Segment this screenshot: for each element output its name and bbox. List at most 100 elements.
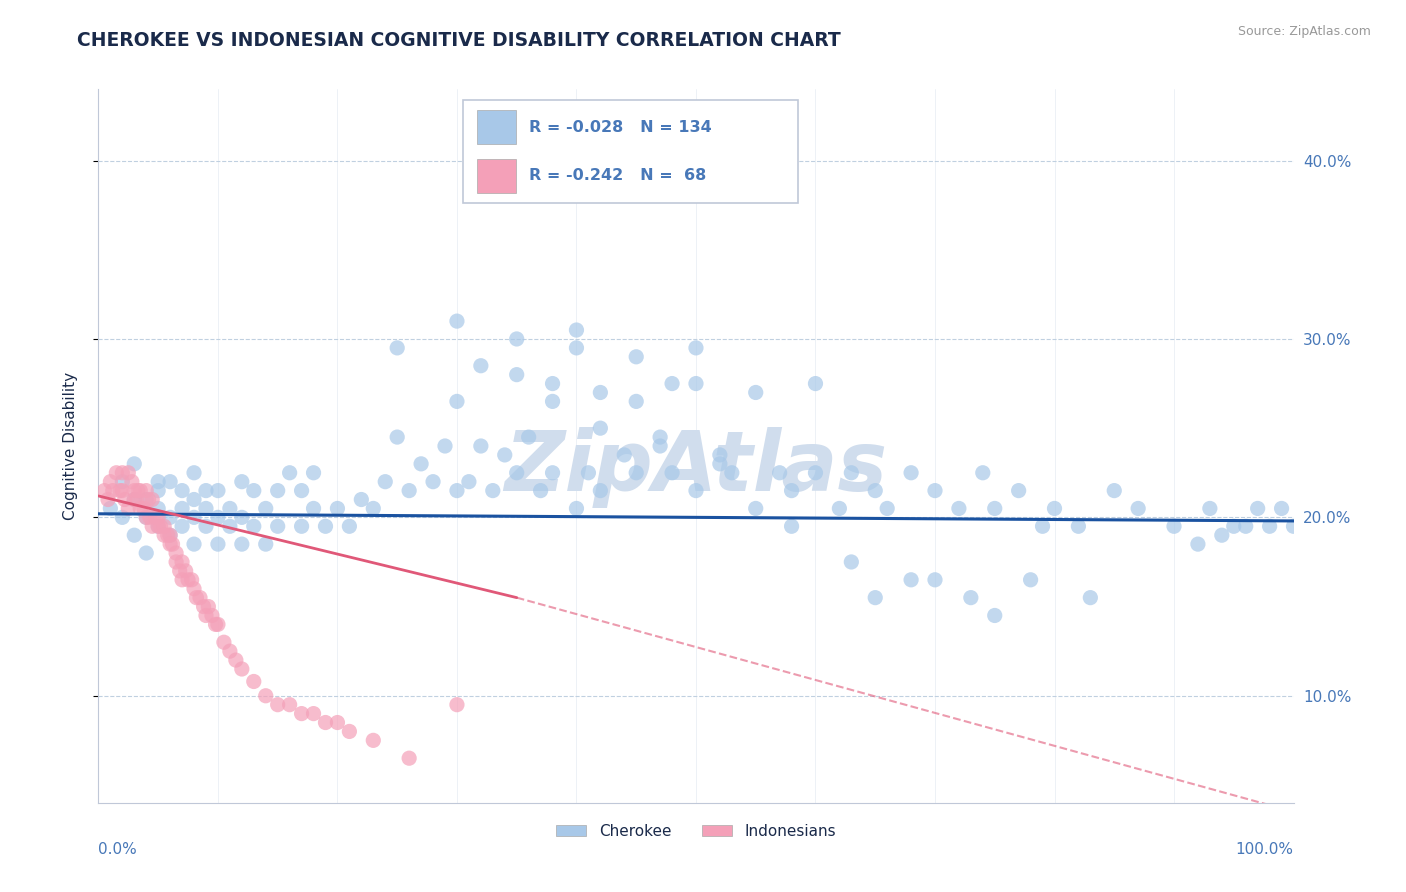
Point xyxy=(291,519,314,533)
Point xyxy=(180,573,202,587)
Point xyxy=(780,483,803,498)
Point xyxy=(541,394,564,409)
Point xyxy=(148,483,170,498)
Point xyxy=(626,350,648,364)
Text: R = -0.242   N =  68: R = -0.242 N = 68 xyxy=(529,169,706,184)
Point xyxy=(1247,501,1270,516)
Point xyxy=(124,483,146,498)
Point xyxy=(661,466,683,480)
Point xyxy=(865,591,887,605)
Point xyxy=(148,519,170,533)
Point xyxy=(101,483,124,498)
Point xyxy=(804,376,827,391)
Point xyxy=(1211,528,1233,542)
Text: CHEROKEE VS INDONESIAN COGNITIVE DISABILITY CORRELATION CHART: CHEROKEE VS INDONESIAN COGNITIVE DISABIL… xyxy=(77,31,841,50)
Point xyxy=(648,439,672,453)
Point xyxy=(231,475,253,489)
Point xyxy=(398,751,420,765)
Point xyxy=(685,341,707,355)
Point xyxy=(195,483,218,498)
Point xyxy=(1271,501,1294,516)
Point xyxy=(506,368,529,382)
Point xyxy=(204,617,226,632)
Point xyxy=(948,501,970,516)
Point xyxy=(865,483,887,498)
Point xyxy=(135,546,157,560)
Point xyxy=(108,483,131,498)
Point xyxy=(254,537,277,551)
Point xyxy=(804,466,827,480)
Bar xyxy=(463,100,797,203)
Point xyxy=(165,546,187,560)
Point xyxy=(141,492,163,507)
Point xyxy=(960,591,983,605)
Point xyxy=(159,510,181,524)
Point xyxy=(231,510,253,524)
Point xyxy=(195,519,218,533)
Point xyxy=(231,537,253,551)
Point xyxy=(267,698,290,712)
Point xyxy=(195,501,218,516)
Point xyxy=(193,599,215,614)
Point xyxy=(1008,483,1031,498)
Point xyxy=(111,510,134,524)
Point xyxy=(1043,501,1066,516)
Point xyxy=(124,492,146,507)
Point xyxy=(721,466,744,480)
Point xyxy=(169,564,191,578)
Point xyxy=(589,385,612,400)
Point xyxy=(139,510,162,524)
Point xyxy=(201,608,224,623)
Point xyxy=(984,608,1007,623)
Point xyxy=(129,483,152,498)
Point xyxy=(291,706,314,721)
Point xyxy=(434,439,457,453)
Point xyxy=(315,715,337,730)
Point xyxy=(93,483,115,498)
Point xyxy=(159,537,181,551)
Point xyxy=(243,483,266,498)
Point xyxy=(156,528,179,542)
Point xyxy=(876,501,898,516)
Point xyxy=(219,501,242,516)
Point xyxy=(172,573,194,587)
Point xyxy=(111,475,134,489)
Point xyxy=(1032,519,1054,533)
Point xyxy=(470,439,492,453)
Point xyxy=(138,492,160,507)
Point xyxy=(1019,573,1042,587)
Point xyxy=(114,492,136,507)
Text: ZipAtlas: ZipAtlas xyxy=(505,427,887,508)
Point xyxy=(148,510,170,524)
Point xyxy=(172,519,194,533)
Point xyxy=(1223,519,1246,533)
Point xyxy=(132,501,155,516)
Point xyxy=(363,733,385,747)
Point xyxy=(172,483,194,498)
Point xyxy=(267,519,290,533)
Point xyxy=(159,475,181,489)
Point xyxy=(127,483,149,498)
Point xyxy=(231,662,253,676)
Point xyxy=(291,483,314,498)
Point xyxy=(517,430,540,444)
Point xyxy=(709,448,731,462)
Point xyxy=(745,501,768,516)
Point xyxy=(219,519,242,533)
Point xyxy=(135,492,157,507)
Point xyxy=(900,466,922,480)
Point xyxy=(162,537,184,551)
Point xyxy=(900,573,922,587)
Y-axis label: Cognitive Disability: Cognitive Disability xyxy=(63,372,77,520)
Point xyxy=(302,501,325,516)
Point xyxy=(565,323,588,337)
Point xyxy=(470,359,492,373)
Point xyxy=(661,376,683,391)
Point xyxy=(135,483,157,498)
Point xyxy=(254,689,277,703)
Point xyxy=(225,653,247,667)
Point xyxy=(589,421,612,435)
Point xyxy=(446,483,468,498)
Point xyxy=(385,341,409,355)
Point xyxy=(183,510,205,524)
